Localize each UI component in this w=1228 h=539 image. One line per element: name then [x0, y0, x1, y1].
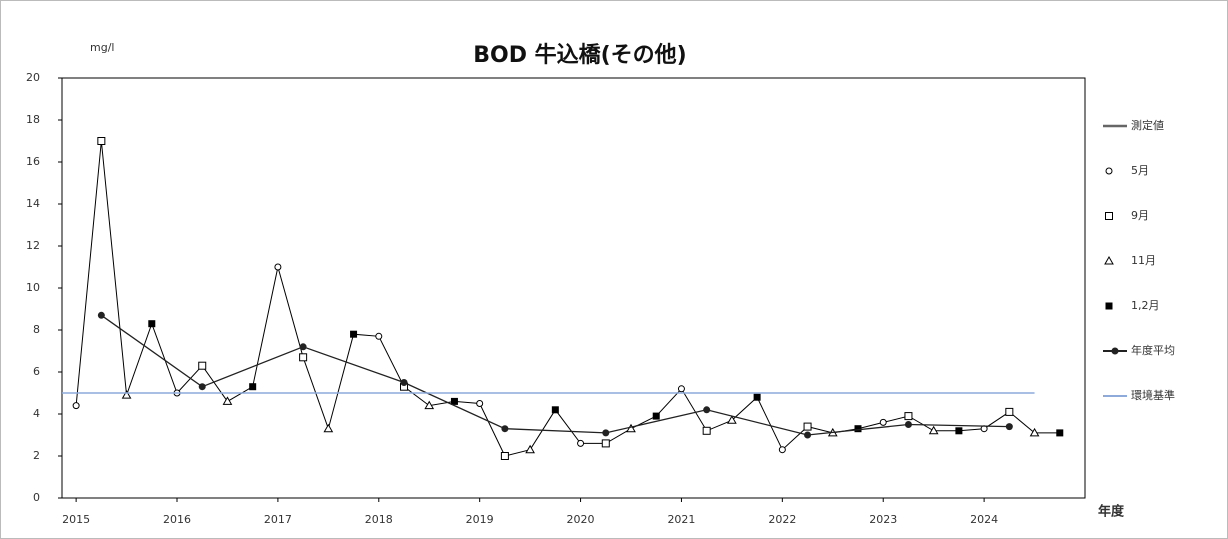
y-tick-label: 4: [33, 407, 40, 420]
marker-dot: [602, 429, 610, 437]
marker-filled-square: [854, 425, 862, 433]
marker-dot: [299, 343, 307, 351]
marker-triangle: [222, 396, 233, 405]
marker-triangle: [928, 425, 939, 435]
marker-circle: [274, 263, 282, 271]
marker-filled-square: [652, 412, 660, 420]
x-tick-label: 2022: [768, 513, 796, 526]
y-tick-label: 8: [33, 323, 40, 336]
marker-filled-square: [753, 393, 761, 401]
y-tick-label: 12: [26, 239, 40, 252]
y-axis-label: mg/l: [90, 41, 114, 54]
legend-label: 1,2月: [1131, 299, 1160, 312]
chart-title: BOD 牛込橋(その他): [473, 42, 687, 68]
marker-dot: [198, 383, 206, 391]
y-tick-label: 2: [33, 449, 40, 462]
x-tick-label: 2017: [264, 513, 292, 526]
marker-filled-square: [350, 330, 358, 338]
marker-triangle: [727, 415, 737, 424]
y-tick-label: 10: [26, 281, 40, 294]
x-tick-label: 2019: [466, 513, 494, 526]
marker-triangle: [1029, 427, 1040, 437]
marker-filled-square: [551, 406, 559, 414]
y-tick-label: 18: [26, 113, 40, 126]
marker-circle: [879, 418, 887, 426]
legend-label: 年度平均: [1131, 343, 1175, 357]
x-axis-label: 年度: [1098, 504, 1125, 520]
marker-dot: [804, 431, 812, 439]
marker-square: [1005, 407, 1014, 416]
marker-triangle: [1104, 255, 1114, 265]
legend-label: 5月: [1131, 164, 1149, 177]
y-tick-label: 14: [26, 197, 40, 210]
y-tick-label: 16: [26, 155, 40, 168]
marker-triangle: [323, 423, 334, 433]
marker-triangle: [121, 390, 132, 399]
marker-filled-square: [148, 320, 156, 328]
marker-dot: [904, 421, 912, 428]
legend-label: 測定値: [1131, 118, 1164, 132]
x-tick-label: 2021: [667, 513, 695, 526]
legend-label: 11月: [1131, 254, 1156, 267]
marker-triangle: [525, 444, 535, 454]
marker-filled-square: [1105, 302, 1113, 310]
marker-dot: [703, 406, 711, 414]
x-tick-label: 2015: [62, 513, 90, 526]
measured-line: [75, 140, 1060, 457]
marker-square: [1105, 212, 1113, 220]
marker-square: [97, 137, 106, 145]
marker-circle: [778, 446, 786, 454]
marker-dot: [501, 425, 509, 433]
x-tick-label: 2018: [365, 513, 393, 526]
marker-filled-square: [955, 427, 963, 435]
y-tick-label: 20: [26, 71, 40, 84]
marker-filled-square: [450, 397, 458, 405]
y-tick-label: 0: [33, 491, 40, 504]
marker-square: [904, 412, 913, 421]
marker-square: [803, 422, 812, 431]
marker-square: [198, 361, 207, 370]
marker-circle: [1105, 167, 1113, 175]
marker-circle: [72, 402, 80, 410]
marker-dot: [97, 311, 105, 319]
marker-square: [299, 353, 308, 362]
x-tick-label: 2016: [163, 513, 191, 526]
marker-circle: [677, 385, 685, 393]
legend-label: 9月: [1131, 209, 1149, 222]
marker-dot: [400, 379, 408, 386]
marker-dot: [1111, 347, 1119, 355]
y-tick-label: 6: [33, 365, 40, 378]
x-tick-label: 2024: [970, 513, 998, 526]
marker-circle: [476, 400, 484, 407]
average-line: [100, 314, 1010, 436]
marker-square: [702, 426, 711, 435]
marker-circle: [375, 332, 383, 340]
marker-triangle: [424, 400, 435, 410]
marker-dot: [1005, 423, 1013, 431]
marker-filled-square: [1056, 429, 1064, 437]
marker-filled-square: [249, 383, 257, 391]
x-tick-label: 2020: [567, 513, 595, 526]
legend-label: 環境基準: [1131, 388, 1175, 402]
marker-square: [500, 452, 509, 460]
marker-circle: [577, 439, 585, 447]
x-tick-label: 2023: [869, 513, 897, 526]
marker-square: [601, 439, 610, 448]
